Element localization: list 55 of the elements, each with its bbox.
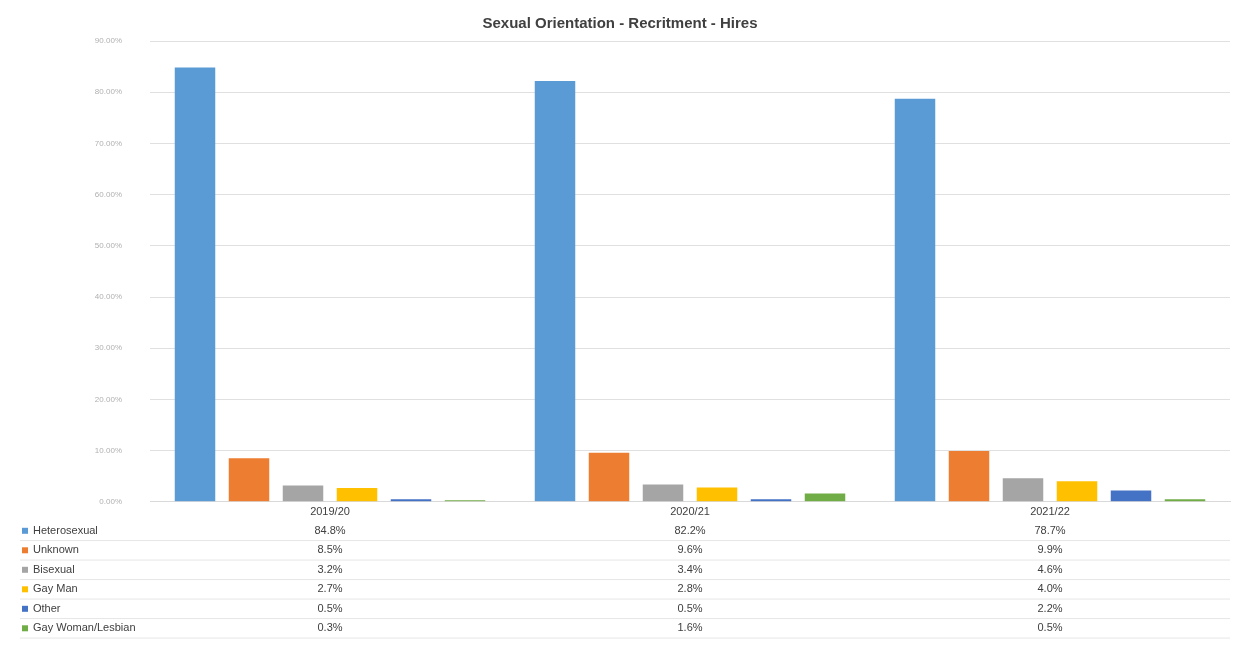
bar [588,452,630,502]
y-tick-label: 70.00% [94,138,122,148]
data-label: 9.6% [677,543,703,556]
data-label: 82.2% [674,523,706,536]
y-tick-label: 10.00% [94,445,122,455]
data-label: 84.8% [314,523,346,536]
bar [336,487,378,502]
legend-label: Heterosexual [33,523,98,536]
x-tick-label: 2020/21 [670,505,710,518]
data-label: 2.2% [1037,601,1063,614]
bar [948,451,990,502]
data-label: 0.3% [317,621,343,634]
legend-label: Bisexual [33,562,75,575]
legend-label: Gay Man [33,582,78,595]
legend-label: Unknown [33,543,79,556]
bar [696,487,738,502]
bar [642,484,684,502]
data-label: 9.9% [1037,543,1063,556]
x-tick-label: 2019/20 [310,505,350,518]
data-label: 3.2% [317,562,343,575]
bar [804,493,846,502]
bar [750,499,792,502]
data-label: 0.5% [1037,621,1063,634]
legend-label: Other [33,601,61,614]
bar [534,80,576,502]
legend-label: Gay Woman/Lesbian [33,621,136,634]
y-tick-label: 20.00% [94,394,122,404]
data-label: 78.7% [1034,523,1066,536]
data-label: 4.0% [1037,582,1063,595]
x-tick-label: 2021/22 [1030,505,1070,518]
data-label: 8.5% [317,543,343,556]
data-label: 0.5% [317,601,343,614]
y-tick-label: 40.00% [94,292,122,302]
y-tick-label: 30.00% [94,343,122,353]
data-label: 3.4% [677,562,703,575]
bar [1110,490,1152,502]
y-tick-label: 80.00% [94,87,122,97]
bar [1002,478,1044,502]
y-tick-label: 60.00% [94,189,122,199]
chart-title: Sexual Orientation - Recritment - Hires [482,14,758,32]
y-tick-label: 90.00% [94,36,122,46]
y-tick-label: 0.00% [99,497,122,506]
data-label: 0.5% [677,601,703,614]
bar [174,67,216,502]
data-label: 4.6% [1037,562,1063,575]
bar [228,458,270,502]
data-label: 2.7% [317,582,343,595]
bar [894,98,936,502]
bar [1056,481,1098,502]
bar [282,485,324,502]
y-tick-label: 50.00% [94,241,122,250]
data-label: 1.6% [677,621,703,634]
bar [1164,499,1206,502]
data-label: 2.8% [677,582,703,595]
bar [390,499,432,502]
